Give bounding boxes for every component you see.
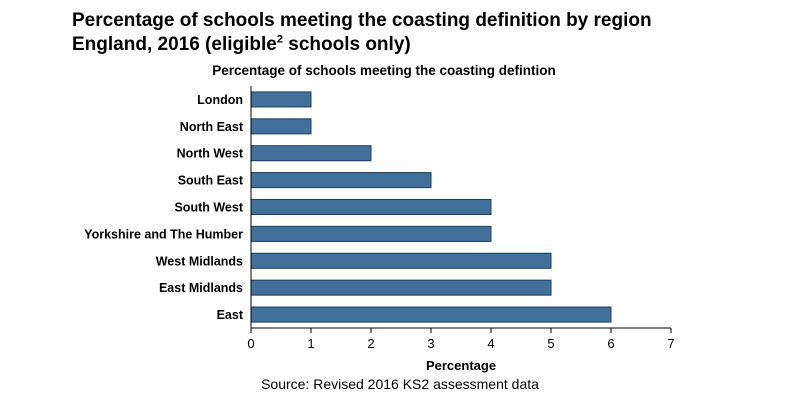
chart-title: Percentage of schools meeting the coasti… [212,63,556,78]
category-label-west-midlands: West Midlands [156,254,243,268]
x-tick-label-2: 2 [367,336,374,351]
figure-title-line2-text: England, 2016 (eligible [72,34,277,55]
source-note: Source: Revised 2016 KS2 assessment data [261,376,539,392]
bar-east [250,306,612,323]
category-label-east-midlands: East Midlands [159,281,243,295]
x-tick-label-5: 5 [547,336,554,351]
bar-south-east [250,172,432,189]
x-tick-label-7: 7 [667,336,674,351]
bar-south-west [250,198,492,216]
category-label-east: East [217,308,244,322]
bar-chart: Percentage of schools meeting the coasti… [84,63,675,373]
bar-yorkshire-and-the-humber [250,225,492,242]
bars-group [250,91,612,323]
figure-title: Percentage of schools meeting the coasti… [72,9,772,57]
category-label-north-west: North West [177,147,244,161]
bar-west-midlands [250,252,552,269]
x-tick-label-6: 6 [607,336,614,351]
x-tick-label-0: 0 [247,336,254,351]
x-axis-label: Percentage [426,358,496,373]
figure-title-line1: Percentage of schools meeting the coasti… [72,10,652,31]
category-label-north-east: North East [180,120,244,134]
category-label-yorkshire-and-the-humber: Yorkshire and The Humber [84,227,243,241]
x-tick-label-4: 4 [487,336,494,351]
x-tick-label-3: 3 [427,336,434,351]
x-tick-label-1: 1 [307,336,314,351]
category-label-south-west: South West [174,201,243,215]
bar-north-east [250,118,312,135]
bar-london [250,91,312,108]
figure-title-line2: England, 2016 (eligible2 schools only) [72,34,411,55]
bar-east-midlands [250,279,552,296]
x-axis-ticks: 0 1 2 3 4 5 6 7 [247,328,675,351]
footnote-marker: 2 [276,33,283,46]
bar-north-west [250,145,372,162]
figure-title-line2-tail: schools only) [282,34,411,55]
category-label-london: London [197,93,243,107]
category-labels: London North East North West South East Sout… [84,93,244,322]
category-label-south-east: South East [178,174,244,188]
